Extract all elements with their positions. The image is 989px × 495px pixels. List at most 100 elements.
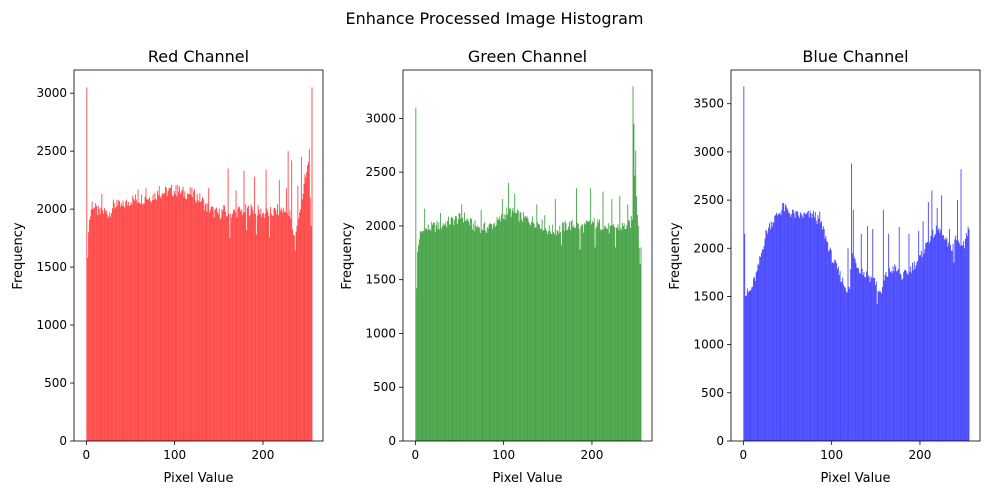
red-channel-ytick-label: 1500: [36, 260, 67, 274]
blue-channel-bin-bar: [816, 223, 818, 441]
blue-channel-bin-bar: [849, 288, 851, 441]
green-channel-bin-bar: [448, 224, 450, 441]
green-channel-bin-bar: [455, 215, 457, 441]
green-channel-bin-bar: [494, 226, 496, 441]
green-channel-bin-bar: [523, 212, 525, 441]
blue-channel-xlabel: Pixel Value: [821, 471, 891, 486]
green-channel-bin-bar: [504, 219, 506, 441]
red-channel-bin-bar: [170, 187, 172, 441]
red-channel-bin-bar: [120, 203, 122, 441]
blue-channel-bin-bar: [960, 169, 962, 441]
red-channel-bin-bar: [212, 206, 214, 441]
blue-channel-bin-bar: [814, 217, 815, 441]
green-channel-bin-bar: [531, 222, 532, 441]
red-channel-bin-bar: [310, 226, 312, 441]
blue-channel-bin-bar: [864, 277, 866, 441]
red-channel-ytick-label: 500: [44, 376, 67, 390]
blue-channel-bin-bar: [786, 208, 788, 441]
green-channel-bin-bar: [505, 214, 507, 441]
red-channel-bin-bar: [150, 202, 152, 441]
red-channel-bin-bar: [184, 191, 186, 441]
blue-channel-bin-bar: [955, 235, 957, 441]
green-channel-bin-bar: [484, 222, 486, 441]
blue-channel-xtick-label: 200: [909, 448, 932, 462]
blue-channel-bin-bar: [922, 221, 924, 441]
red-channel-bin-bar: [197, 200, 199, 441]
green-channel-bin-bar: [637, 225, 639, 441]
green-channel-bin-bar: [599, 229, 601, 441]
red-channel-bin-bar: [282, 212, 284, 441]
red-channel-bin-bar: [292, 229, 294, 441]
blue-channel-bin-bar: [876, 304, 878, 441]
red-channel-bin-bar: [199, 193, 201, 441]
blue-channel-bin-bar: [937, 229, 939, 441]
green-channel-bin-bar: [493, 222, 495, 441]
blue-channel-bin-bar: [791, 209, 793, 441]
red-channel-bin-bar: [110, 216, 112, 441]
blue-channel-bin-bar: [844, 286, 845, 441]
green-channel-bin-bar: [516, 213, 517, 441]
green-channel-bin-bar: [634, 175, 636, 441]
green-channel-bin-bar: [472, 223, 474, 441]
red-channel-bin-bar: [285, 212, 286, 441]
blue-channel-bin-bar: [903, 272, 905, 441]
green-channel-bin-bar: [636, 196, 638, 441]
red-channel-bin-bar: [118, 200, 120, 441]
green-channel-bin-bar: [571, 220, 573, 441]
blue-channel-bin-bar: [964, 248, 966, 441]
green-channel-ytick-label: 3000: [365, 111, 396, 125]
blue-channel-ytick-label: 2000: [693, 241, 724, 255]
green-channel-bin-bar: [618, 230, 620, 441]
green-channel-bin-bar: [423, 230, 425, 441]
green-channel-bin-bar: [566, 230, 568, 441]
red-channel-ytick-label: 3000: [36, 86, 67, 100]
green-channel-bin-bar: [507, 214, 509, 441]
blue-channel-bin-bar: [777, 214, 779, 441]
blue-channel-bin-bar: [771, 226, 773, 441]
green-channel-bin-bar: [519, 212, 521, 441]
blue-channel-bin-bar: [958, 243, 960, 441]
green-channel-bin-bar: [521, 219, 523, 441]
green-channel-bin-bar: [458, 212, 460, 441]
red-channel-bin-bar: [108, 215, 110, 441]
red-channel-bin-bar: [219, 219, 221, 441]
blue-channel-bin-bar: [857, 267, 859, 441]
red-channel-bin-bar: [174, 193, 176, 441]
red-channel-bin-bar: [190, 195, 192, 441]
green-channel-bin-bar: [562, 222, 564, 441]
blue-channel-bin-bar: [758, 265, 760, 441]
red-channel-panel: Red Channel Pixel Value Frequency 0 100 20…: [11, 47, 324, 486]
green-channel-bin-bar: [534, 227, 536, 441]
green-channel-bin-bar: [512, 207, 514, 441]
blue-channel-bin-bar: [847, 248, 849, 441]
blue-channel-bin-bar: [858, 268, 860, 441]
green-channel-bin-bar: [508, 182, 509, 441]
blue-channel-bin-bar: [785, 205, 787, 441]
blue-channel-bin-bar: [822, 226, 824, 441]
red-channel-bin-bar: [294, 250, 296, 441]
red-channel-bin-bar: [169, 187, 171, 441]
blue-channel-bin-bar: [774, 215, 776, 441]
red-channel-bin-bar: [122, 200, 124, 441]
blue-channel-bin-bar: [881, 293, 883, 441]
red-channel-bin-bar: [177, 184, 179, 441]
red-channel-bin-bar: [205, 202, 207, 441]
green-channel-bin-bar: [461, 204, 463, 441]
blue-channel-bin-bar: [752, 286, 754, 441]
red-channel-bin-bar: [277, 204, 279, 441]
green-channel-bin-bar: [470, 218, 472, 441]
green-channel-bin-bar: [526, 216, 528, 441]
green-channel-bin-bar: [608, 233, 610, 441]
red-channel-bin-bar: [289, 210, 291, 441]
blue-channel-bin-bar: [745, 295, 747, 441]
red-channel-bin-bar: [213, 217, 215, 441]
red-channel-bin-bar: [221, 209, 223, 441]
red-channel-bin-bar: [140, 203, 142, 441]
green-channel-bin-bar: [419, 231, 421, 441]
blue-channel-bin-bar: [795, 210, 797, 441]
green-channel-bin-bar: [627, 204, 629, 441]
blue-channel-bin-bar: [897, 268, 899, 441]
red-channel-bin-bar: [249, 215, 251, 441]
green-channel-bin-bar: [557, 231, 559, 441]
green-channel-bin-bar: [593, 218, 595, 441]
